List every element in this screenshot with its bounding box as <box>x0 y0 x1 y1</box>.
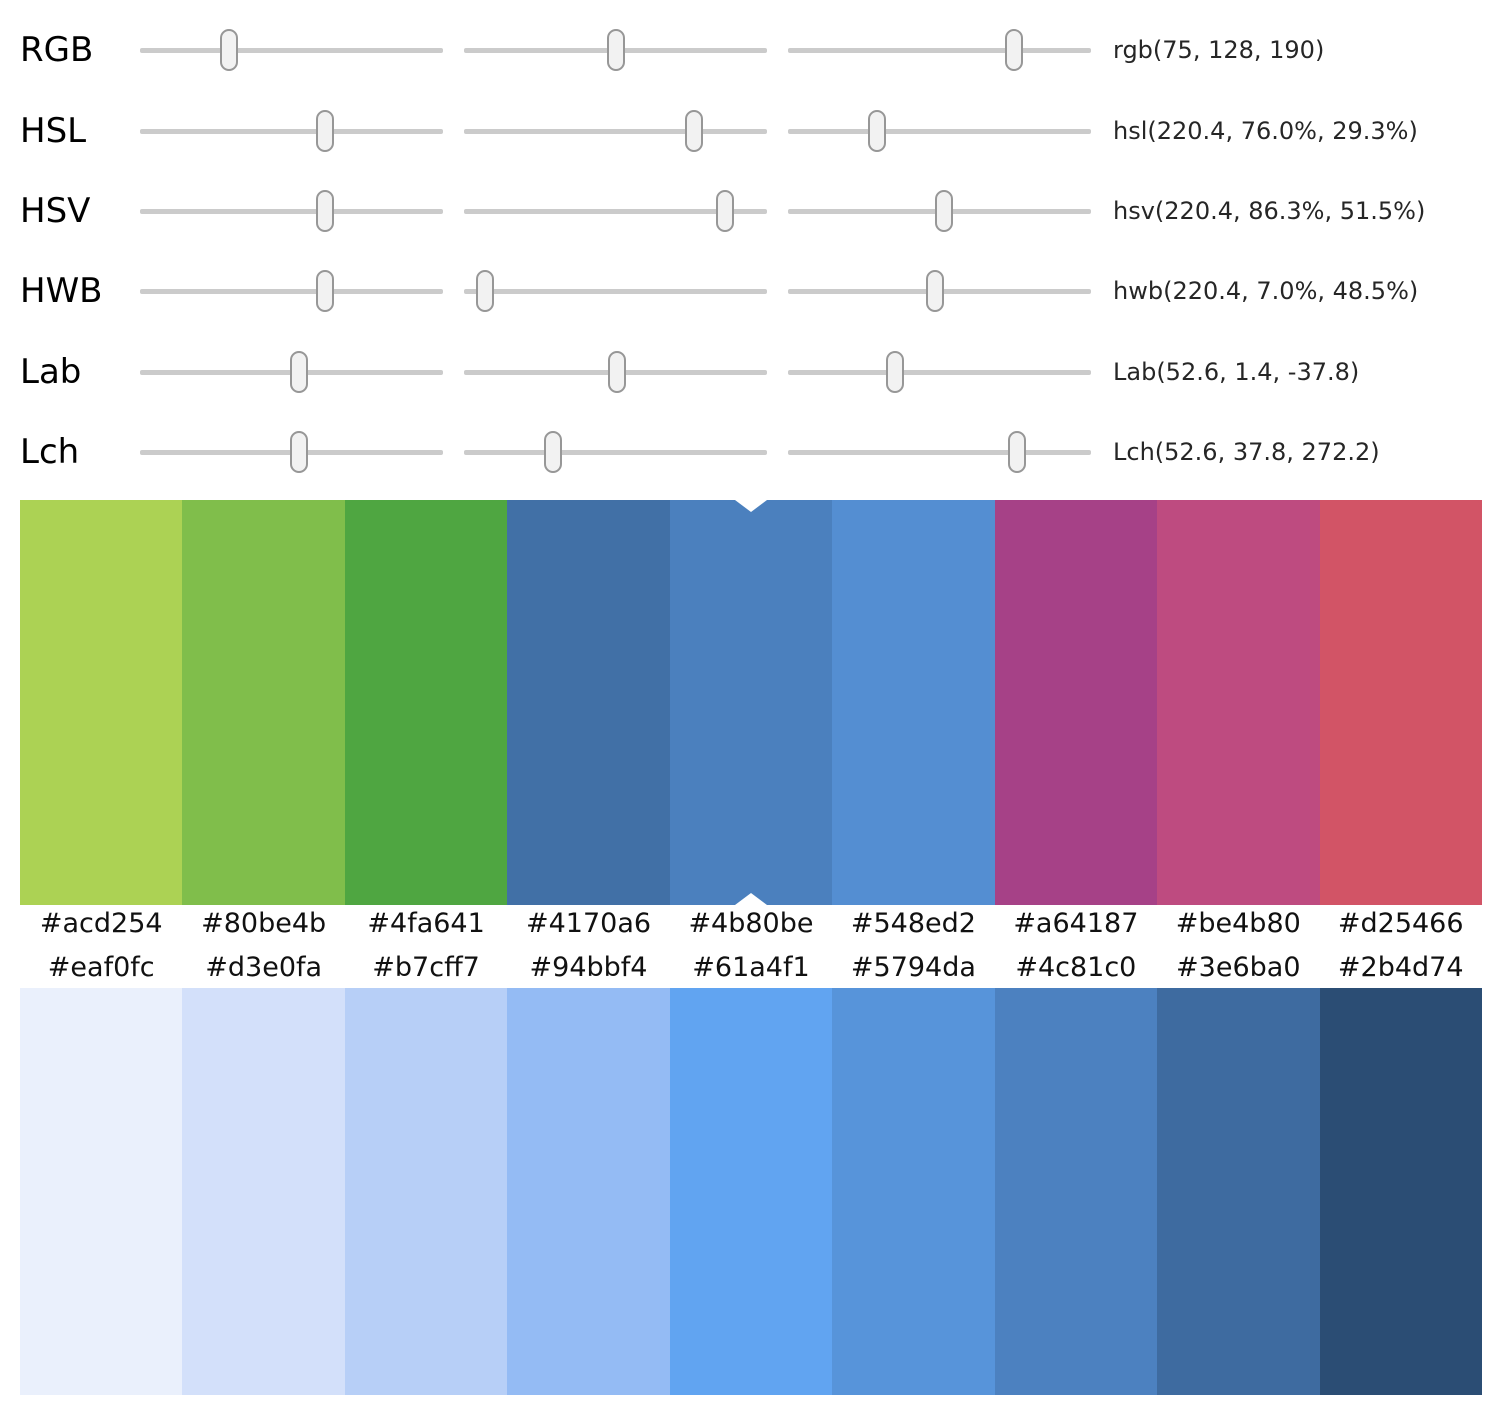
palette-scale-swatch-7[interactable] <box>1157 988 1320 1395</box>
slider-row-lab-label: Lab <box>20 352 82 392</box>
hex-label: #5794da <box>850 952 976 983</box>
palette-main-swatch-8[interactable] <box>1319 500 1482 905</box>
lch-slider-c-thumb[interactable] <box>544 431 563 473</box>
hwb-slider-w[interactable] <box>464 270 767 312</box>
palette-scale-hex-row: #eaf0fc #d3e0fa #b7cff7 #94bbf4 #61a4f1 … <box>20 950 1482 986</box>
hsl-slider-s-thumb[interactable] <box>685 110 704 152</box>
hex-label: #4c81c0 <box>1015 952 1137 983</box>
hex-label: #4fa641 <box>367 908 485 939</box>
hex-label: #4b80be <box>688 908 814 939</box>
palette-scale-swatch-0[interactable] <box>20 988 183 1395</box>
palette-main-swatch-3[interactable] <box>507 500 670 905</box>
hsl-slider-l[interactable] <box>788 110 1091 152</box>
palette-main-swatch-2[interactable] <box>344 500 508 905</box>
palette-scale-swatch-6[interactable] <box>994 988 1158 1395</box>
hex-label: #b7cff7 <box>372 952 480 983</box>
palette-main-hex-row: #acd254 #80be4b #4fa641 #4170a6 #4b80be … <box>20 906 1482 942</box>
hsv-slider-v-thumb[interactable] <box>935 190 954 232</box>
hex-label: #3e6ba0 <box>1176 952 1301 983</box>
hwb-slider-h-thumb[interactable] <box>316 270 335 312</box>
hex-label: #eaf0fc <box>47 952 155 983</box>
hex-label: #80be4b <box>201 908 327 939</box>
palette-main-swatch-4[interactable] <box>669 500 833 905</box>
selected-notch-bottom-icon <box>734 893 767 905</box>
lab-slider-b[interactable] <box>788 351 1091 393</box>
lab-slider-a[interactable] <box>464 351 767 393</box>
hsl-value-text: hsl(220.4, 76.0%, 29.3%) <box>1113 117 1418 145</box>
palette-main-swatch-1[interactable] <box>182 500 345 905</box>
slider-row-rgb: RGB rgb(75, 128, 190) <box>0 10 1501 90</box>
lab-slider-l[interactable] <box>140 351 443 393</box>
palette-scale-swatch-5[interactable] <box>832 988 995 1395</box>
hex-label: #61a4f1 <box>692 952 810 983</box>
lch-value-text: Lch(52.6, 37.8, 272.2) <box>1113 438 1380 466</box>
slider-row-lch-label: Lch <box>20 432 80 472</box>
rgb-slider-g[interactable] <box>464 29 767 71</box>
hex-label: #a64187 <box>1013 908 1139 939</box>
rgb-slider-r-thumb[interactable] <box>220 29 239 71</box>
rgb-value-text: rgb(75, 128, 190) <box>1113 36 1325 64</box>
selected-notch-top-icon <box>734 500 767 512</box>
slider-row-lch: Lch Lch(52.6, 37.8, 272.2) <box>0 412 1501 492</box>
rgb-slider-b-thumb[interactable] <box>1004 29 1023 71</box>
hwb-slider-b[interactable] <box>788 270 1091 312</box>
slider-row-hwb-label: HWB <box>20 271 103 311</box>
hex-label: #94bbf4 <box>529 952 648 983</box>
lab-slider-a-thumb[interactable] <box>608 351 626 393</box>
lab-slider-l-thumb[interactable] <box>290 351 309 393</box>
hsv-value-text: hsv(220.4, 86.3%, 51.5%) <box>1113 197 1426 225</box>
palette-main-swatch-5[interactable] <box>832 500 995 905</box>
palette-scale-swatch-1[interactable] <box>182 988 345 1395</box>
slider-row-hsv-label: HSV <box>20 191 91 231</box>
hex-label: #4170a6 <box>526 908 652 939</box>
slider-panel: RGB rgb(75, 128, 190) HSL hsl(220.4, 76.… <box>0 0 1501 492</box>
slider-row-rgb-label: RGB <box>20 30 94 70</box>
slider-row-hsv: HSV hsv(220.4, 86.3%, 51.5%) <box>0 171 1501 251</box>
hsl-slider-h-thumb[interactable] <box>316 110 335 152</box>
lab-slider-b-thumb[interactable] <box>885 351 904 393</box>
palette-scale-swatch-8[interactable] <box>1319 988 1482 1395</box>
hsl-slider-h[interactable] <box>140 110 443 152</box>
hex-label: #be4b80 <box>1175 908 1301 939</box>
palette-scale-swatch-2[interactable] <box>344 988 508 1395</box>
hwb-slider-h[interactable] <box>140 270 443 312</box>
slider-row-lab: Lab Lab(52.6, 1.4, -37.8) <box>0 332 1501 412</box>
rgb-slider-b[interactable] <box>788 29 1091 71</box>
lch-slider-h[interactable] <box>788 431 1091 473</box>
hwb-slider-w-thumb[interactable] <box>476 270 495 312</box>
lch-slider-h-thumb[interactable] <box>1008 431 1027 473</box>
lab-value-text: Lab(52.6, 1.4, -37.8) <box>1113 358 1360 386</box>
hex-label: #548ed2 <box>850 908 976 939</box>
hsv-slider-h[interactable] <box>140 190 443 232</box>
palette-scale <box>20 988 1482 1395</box>
hsl-slider-s[interactable] <box>464 110 767 152</box>
palette-main-swatch-0[interactable] <box>20 500 183 905</box>
hex-label: #acd254 <box>39 908 163 939</box>
hwb-value-text: hwb(220.4, 7.0%, 48.5%) <box>1113 277 1419 305</box>
palette-scale-swatch-4[interactable] <box>669 988 833 1395</box>
slider-row-hsl: HSL hsl(220.4, 76.0%, 29.3%) <box>0 91 1501 171</box>
slider-row-hsl-label: HSL <box>20 111 87 151</box>
slider-row-hwb: HWB hwb(220.4, 7.0%, 48.5%) <box>0 251 1501 331</box>
palette-main-swatch-6[interactable] <box>994 500 1158 905</box>
palette-main <box>20 500 1482 905</box>
hwb-slider-b-thumb[interactable] <box>925 270 944 312</box>
hsv-slider-h-thumb[interactable] <box>316 190 335 232</box>
hsv-slider-v[interactable] <box>788 190 1091 232</box>
lch-slider-c[interactable] <box>464 431 767 473</box>
lch-slider-l[interactable] <box>140 431 443 473</box>
rgb-slider-r[interactable] <box>140 29 443 71</box>
hsv-slider-s-thumb[interactable] <box>716 190 735 232</box>
hsv-slider-s[interactable] <box>464 190 767 232</box>
hex-label: #2b4d74 <box>1337 952 1464 983</box>
hex-label: #d25466 <box>1337 908 1464 939</box>
hex-label: #d3e0fa <box>205 952 323 983</box>
palette-main-swatch-7[interactable] <box>1157 500 1320 905</box>
rgb-slider-g-thumb[interactable] <box>607 29 626 71</box>
hsl-slider-l-thumb[interactable] <box>867 110 886 152</box>
palette-scale-swatch-3[interactable] <box>507 988 670 1395</box>
lch-slider-l-thumb[interactable] <box>290 431 309 473</box>
